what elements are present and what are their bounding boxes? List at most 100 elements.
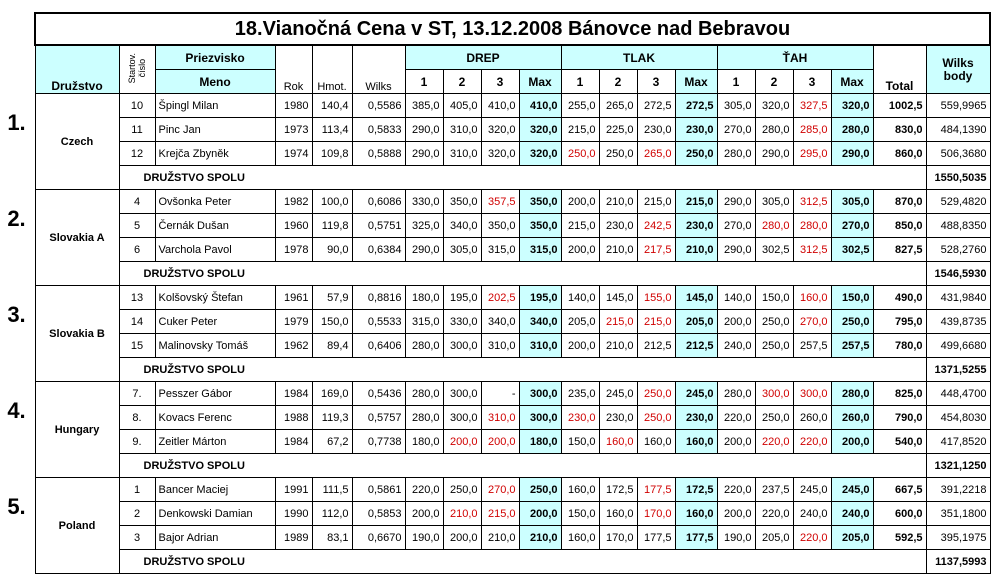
athlete-name: Krejča Zbyněk	[154, 141, 276, 166]
team-total-row: DRUŽSTVO SPOLU 1371,5255	[35, 357, 991, 382]
athlete-cell: 90,0	[311, 237, 353, 262]
athlete-cell: 300,0	[518, 381, 562, 406]
athlete-cell: 850,0	[872, 213, 927, 238]
team-cell: 3. Slovakia B	[7, 285, 120, 382]
athlete-name: Bajor Adrian	[154, 525, 276, 550]
athlete-cell: 280,0	[404, 405, 444, 430]
athlete-cell: 280,0	[754, 213, 794, 238]
athlete-cell: 0,5533	[351, 309, 406, 334]
athlete-row: 4. Hungary 7. Pesszer Gábor 1984 169,0 0,5436 2…	[7, 381, 991, 478]
athlete-row: 2 Denkowski Damian 1990 112,0 0,5853 200,0 210…	[35, 501, 991, 526]
athlete-cell: 160,0	[792, 285, 832, 310]
athlete-cell: 1990	[274, 501, 313, 526]
athlete-cell: 172,5	[674, 477, 718, 502]
athlete-cell: 205,0	[754, 525, 794, 550]
athlete-cell: 195,0	[442, 285, 482, 310]
athlete-cell: 67,2	[311, 429, 353, 454]
athlete-cell: 250,0	[598, 141, 638, 166]
athlete-cell: 260,0	[792, 405, 832, 430]
athlete-cell: 385,0	[404, 93, 444, 118]
athlete-cell: 448,4700	[925, 381, 991, 406]
athlete-cell: 340,0	[442, 213, 482, 238]
athlete-cell: 9.	[118, 429, 156, 454]
results-table: 18.Vianočná Cena v ST, 13.12.2008 Bánovc…	[7, 12, 992, 574]
athlete-cell: 160,0	[674, 501, 718, 526]
team-rank: 4.	[7, 398, 26, 423]
athlete-cell: 320,0	[480, 117, 520, 142]
athlete-cell: 1962	[274, 333, 313, 358]
team-name: Hungary	[54, 423, 100, 436]
athlete-cell: 210,0	[674, 237, 718, 262]
athlete-cell: 14	[118, 309, 156, 334]
athlete-cell: 212,5	[636, 333, 676, 358]
athlete-cell: 150,0	[560, 501, 600, 526]
athlete-cell: 300,0	[442, 405, 482, 430]
athlete-cell: 150,0	[754, 285, 794, 310]
athlete-cell: 215,0	[480, 501, 520, 526]
header-start: Startov. číslo	[118, 44, 156, 94]
team-name: Slovakia A	[49, 231, 105, 244]
athlete-cell: 240,0	[830, 501, 874, 526]
athlete-cell: 1979	[274, 309, 313, 334]
athlete-cell: 210,0	[598, 237, 638, 262]
athlete-cell: 320,0	[480, 141, 520, 166]
team-total-label: DRUŽSTVO SPOLU	[118, 261, 927, 286]
athlete-cell: 1991	[274, 477, 313, 502]
athlete-cell: 357,5	[480, 189, 520, 214]
title-row: 18.Vianočná Cena v ST, 13.12.2008 Bánovc…	[33, 12, 992, 46]
athlete-cell: 250,0	[560, 141, 600, 166]
athlete-cell: 280,0	[830, 381, 874, 406]
athlete-cell: 559,9965	[925, 93, 991, 118]
team-cell: 5. Poland	[7, 477, 120, 574]
team-name: Slovakia B	[49, 327, 105, 340]
athlete-cell: 237,5	[754, 477, 794, 502]
athlete-cell: 160,0	[674, 429, 718, 454]
athlete-cell: 302,5	[754, 237, 794, 262]
athlete-cell: 250,0	[518, 477, 562, 502]
athlete-cell: 0,5757	[351, 405, 406, 430]
athlete-cell: 169,0	[311, 381, 353, 406]
athlete-cell: 439,8735	[925, 309, 991, 334]
team-rank: 3.	[7, 302, 26, 327]
header-lift-col: Max	[830, 69, 874, 94]
athlete-name: Denkowski Damian	[154, 501, 276, 526]
athlete-cell: 302,5	[830, 237, 874, 262]
athlete-cell: 305,0	[754, 189, 794, 214]
athlete-cell: 230,0	[636, 117, 676, 142]
athlete-cell: 160,0	[560, 477, 600, 502]
athlete-row: 5 Černák Dušan 1960 119,8 0,5751 325,0 340,0 35…	[35, 213, 991, 238]
athlete-cell: 270,0	[792, 309, 832, 334]
athlete-cell: 245,0	[598, 381, 638, 406]
header-wilks-body: Wilks body	[925, 44, 991, 94]
athlete-cell: 190,0	[404, 525, 444, 550]
athlete-cell: 250,0	[830, 309, 874, 334]
athlete-cell: 250,0	[754, 309, 794, 334]
athlete-cell: 310,0	[442, 117, 482, 142]
athlete-row: 5. Poland 1 Bancer Maciej 1991 111,5 0,5861 220…	[7, 477, 991, 574]
athlete-cell: 1980	[274, 93, 313, 118]
header-lift-col: 3	[480, 69, 520, 94]
athlete-cell: 488,8350	[925, 213, 991, 238]
athlete-cell: 1961	[274, 285, 313, 310]
athlete-cell: 7.	[118, 381, 156, 406]
header-lift-col: 1	[716, 69, 756, 94]
athlete-cell: 220,0	[754, 429, 794, 454]
athlete-cell: 490,0	[872, 285, 927, 310]
athlete-name: Bancer Maciej	[154, 477, 276, 502]
athlete-cell: 250,0	[636, 405, 676, 430]
athlete-cell: 350,0	[518, 213, 562, 238]
athlete-cell: 270,0	[716, 117, 756, 142]
athlete-cell: 140,4	[311, 93, 353, 118]
athlete-cell: 280,0	[792, 213, 832, 238]
athlete-cell: 190,0	[716, 525, 756, 550]
athlete-cell: 1984	[274, 429, 313, 454]
athlete-cell: 1002,5	[872, 93, 927, 118]
athlete-cell: 391,2218	[925, 477, 991, 502]
athlete-cell: 310,0	[480, 333, 520, 358]
athlete-cell: 140,0	[560, 285, 600, 310]
athlete-cell: 257,5	[792, 333, 832, 358]
athlete-cell: 11	[118, 117, 156, 142]
athlete-cell: 220,0	[404, 477, 444, 502]
athlete-name: Pinc Jan	[154, 117, 276, 142]
athlete-cell: 150,0	[560, 429, 600, 454]
